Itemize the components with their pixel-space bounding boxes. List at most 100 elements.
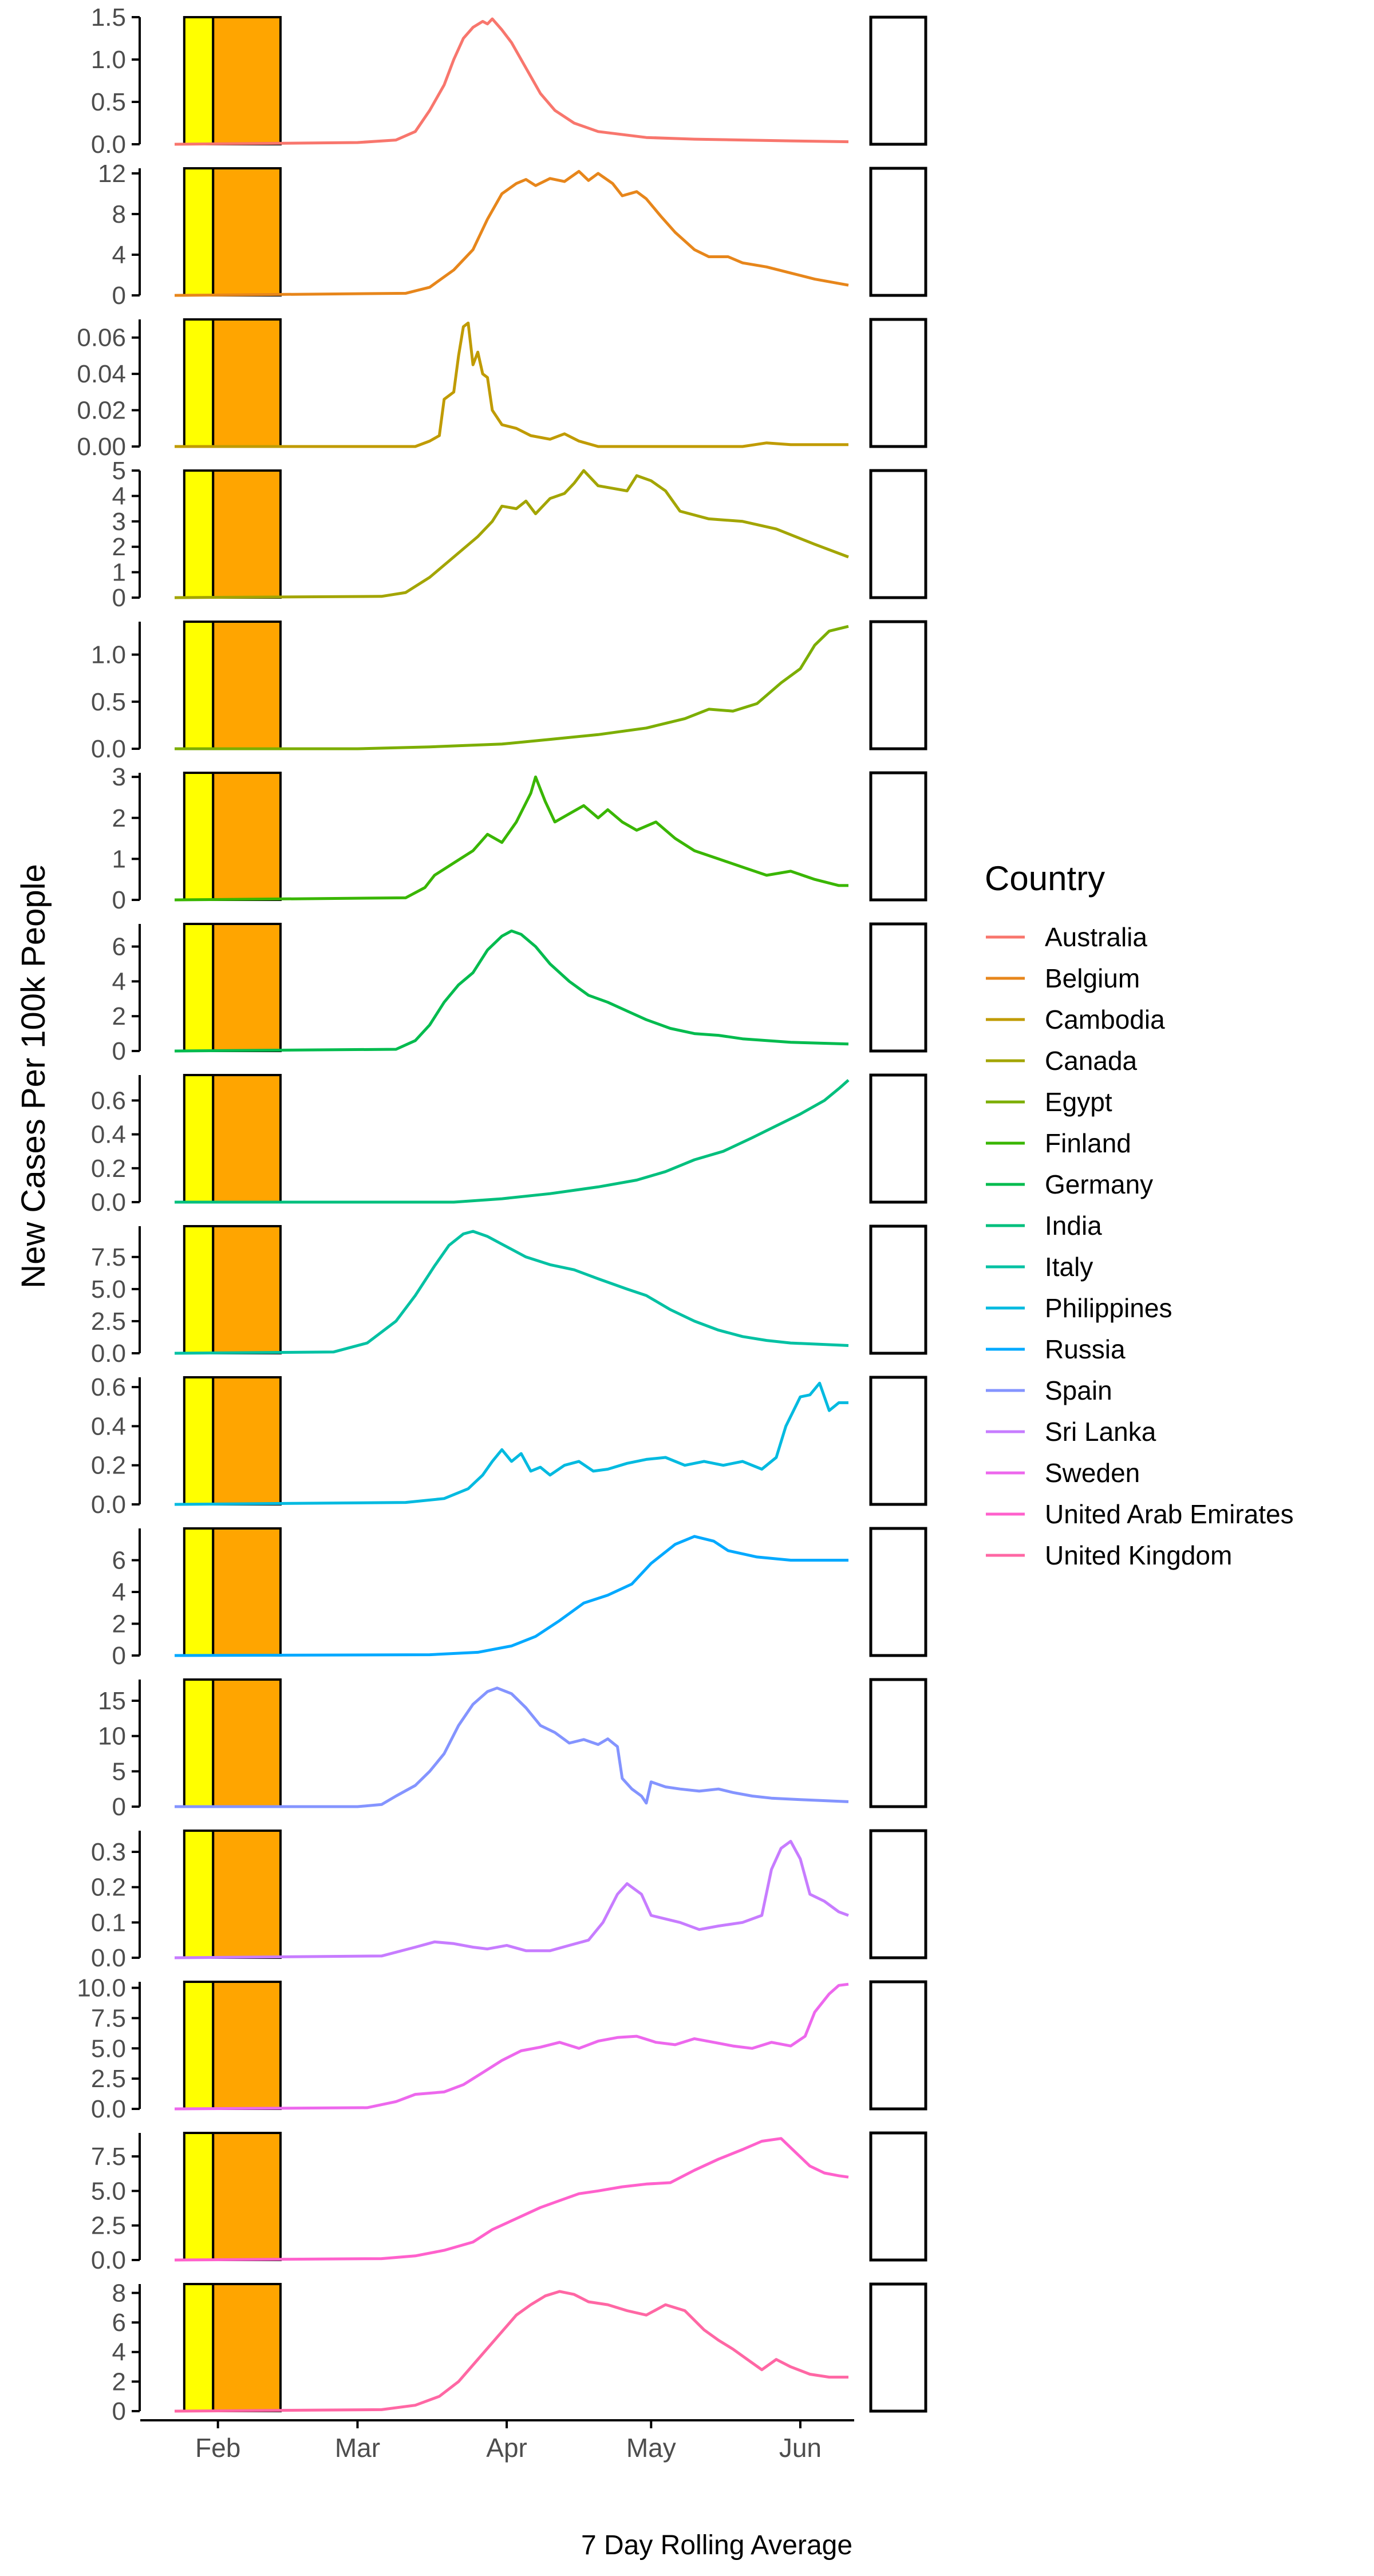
y-tick-label: 6 — [112, 933, 126, 961]
y-tick-label: 0.3 — [91, 1838, 126, 1866]
y-tick-label: 0.0 — [91, 131, 126, 159]
panel-philippines: 0.0 0.2 0.4 0.6 Philippines — [91, 1373, 927, 1519]
y-tick-label: 0 — [112, 282, 126, 310]
shaded-region-1 — [183, 167, 215, 297]
shaded-region-2 — [212, 621, 282, 750]
y-tick-label: 0.6 — [91, 1373, 126, 1401]
legend-label: Philippines — [1045, 1293, 1172, 1323]
legend-item: Egypt — [986, 1087, 1112, 1117]
y-tick-label: 4 — [112, 1578, 126, 1606]
shaded-region-1 — [183, 16, 215, 145]
legend-item: India — [986, 1211, 1102, 1240]
shaded-region-2 — [212, 1527, 282, 1657]
shaded-region-2 — [212, 318, 282, 448]
y-tick-label: 5.0 — [91, 1275, 126, 1303]
y-tick-label: 0 — [112, 886, 126, 914]
legend-item: Russia — [986, 1334, 1126, 1364]
panel-sri-lanka: 0.0 0.1 0.2 0.3 Sri Lanka — [91, 1829, 927, 1972]
panel-belgium: 0 4 8 12 Belgium — [98, 160, 927, 310]
y-tick-label: 0.0 — [91, 1491, 126, 1519]
y-tick-label: 7.5 — [91, 2143, 126, 2171]
legend-item: Finland — [986, 1128, 1131, 1158]
series-line — [174, 1535, 848, 1657]
panel-sweden: 0.02.55.07.510.0 Sweden — [77, 1974, 927, 2123]
y-tick-label: 10 — [98, 1722, 126, 1751]
y-tick-label: 6 — [112, 2309, 126, 2337]
y-tick-label: 7.5 — [91, 2004, 126, 2032]
y-tick-label: 4 — [112, 2338, 126, 2366]
y-tick-label: 0.4 — [91, 1121, 126, 1149]
shaded-region-2 — [212, 16, 282, 145]
shaded-region-2 — [212, 1981, 282, 2110]
strip-box — [869, 2131, 927, 2262]
shaded-region-1 — [183, 469, 215, 599]
strip-box — [869, 1678, 927, 1808]
facet-strip: Russia — [869, 1527, 927, 1657]
y-tick-label: 0.04 — [77, 360, 126, 388]
x-axis-label: 7 Day Rolling Average — [581, 2530, 852, 2561]
series-line — [174, 2137, 849, 2262]
series-line — [174, 169, 849, 297]
legend-label: Germany — [1045, 1170, 1153, 1199]
shaded-region-2 — [212, 1830, 282, 1959]
y-tick-label: 1.5 — [91, 3, 126, 31]
facet-strip: United Kingdom — [869, 2282, 927, 2413]
facet-strip: Sri Lanka — [869, 1829, 927, 1959]
panel-australia: 0.0 0.5 1.0 1.5 Australia — [91, 3, 927, 159]
legend-label: Egypt — [1045, 1087, 1112, 1117]
legend-label: Australia — [1045, 922, 1147, 952]
y-tick-label: 0.0 — [91, 2095, 126, 2123]
y-tick-label: 0.5 — [91, 688, 126, 716]
facet-strip: Germany — [869, 922, 927, 1053]
shaded-region-2 — [212, 1225, 282, 1354]
y-tick-label: 1 — [112, 559, 126, 587]
legend-label: Finland — [1045, 1128, 1131, 1158]
series-line — [175, 1079, 850, 1204]
panel-russia: 0 2 4 6 Russia — [112, 1527, 927, 1670]
legend-item: Philippines — [986, 1293, 1172, 1323]
shaded-region-1 — [183, 772, 215, 901]
shaded-region-1 — [183, 621, 215, 750]
legend-label: Sri Lanka — [1045, 1417, 1156, 1447]
y-tick-label: 0.00 — [77, 433, 126, 461]
y-tick-label: 0.0 — [91, 735, 126, 763]
shaded-region-1 — [183, 1376, 215, 1506]
facet-strip: Cambodia — [869, 318, 927, 448]
x-tick-label: Apr — [486, 2433, 527, 2463]
y-tick-label: 8 — [112, 2279, 126, 2307]
y-tick-label: 2 — [112, 2368, 126, 2396]
y-tick-label: 0.06 — [77, 324, 126, 352]
shaded-region-2 — [212, 1074, 282, 1203]
shaded-region-2 — [212, 923, 282, 1052]
legend-item: Germany — [986, 1170, 1153, 1199]
y-axis-label: New Cases Per 100k People — [15, 864, 52, 1289]
legend-label: Canada — [1045, 1046, 1138, 1076]
shaded-region-2 — [212, 1678, 282, 1808]
shaded-region-1 — [183, 1830, 215, 1959]
y-tick-label: 0.0 — [91, 1188, 126, 1216]
legend-item: Canada — [986, 1046, 1138, 1076]
series-line — [174, 1381, 848, 1506]
panel-cambodia: 0.00 0.02 0.04 0.06 Cambodia — [77, 318, 927, 461]
legend-item: Spain — [986, 1376, 1112, 1405]
facet-strip: Canada — [869, 469, 927, 599]
y-tick-label: 5.0 — [91, 2034, 126, 2063]
series-line — [174, 469, 849, 599]
legend: Country Australia Belgium Cambodia Canada Eg… — [985, 859, 1294, 1570]
y-tick-label: 4 — [112, 967, 126, 995]
y-tick-label: 2 — [112, 1610, 126, 1638]
x-tick-label: Jun — [779, 2433, 822, 2463]
y-tick-label: 2 — [112, 804, 126, 832]
legend-title: Country — [985, 859, 1105, 898]
y-tick-label: 0.2 — [91, 1452, 126, 1480]
legend-item: Italy — [986, 1252, 1093, 1282]
y-tick-label: 12 — [98, 160, 126, 188]
y-tick-label: 5 — [112, 457, 126, 485]
shaded-region-2 — [212, 469, 282, 599]
shaded-region-1 — [183, 1527, 215, 1657]
shaded-region-2 — [212, 167, 282, 297]
legend-label: United Kingdom — [1045, 1540, 1232, 1570]
y-tick-label: 2.5 — [91, 2212, 126, 2240]
